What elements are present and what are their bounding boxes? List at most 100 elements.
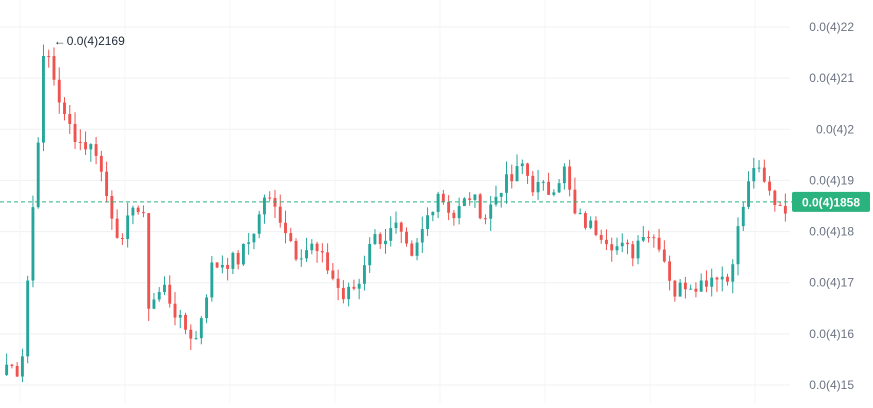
candle-body — [36, 142, 40, 208]
candle-body — [220, 264, 224, 268]
candle — [210, 255, 214, 302]
candle-body — [399, 222, 403, 232]
annotations: ← 0.0(4)2169 — [54, 34, 125, 48]
candle-body — [252, 233, 256, 243]
candle-body — [420, 229, 424, 243]
candle — [36, 137, 40, 209]
candle-body — [373, 234, 377, 244]
candle-body — [747, 181, 750, 207]
candle-body — [520, 163, 524, 167]
candle — [10, 363, 14, 369]
candle-body — [205, 297, 209, 319]
candle — [136, 205, 140, 215]
candle-body — [647, 237, 651, 239]
candle — [689, 284, 693, 290]
candle — [105, 161, 109, 203]
candle-body — [499, 192, 503, 197]
price-tick-label-3: 0.0(4)19 — [809, 173, 854, 187]
candle — [752, 157, 756, 189]
candle-body — [589, 220, 593, 228]
candle — [147, 212, 151, 322]
candle — [284, 210, 287, 244]
candle — [520, 159, 524, 174]
candle — [773, 189, 777, 212]
candle-body — [710, 277, 714, 287]
gridlines — [0, 0, 790, 403]
candle — [783, 193, 787, 222]
candle — [126, 202, 130, 248]
candle-body — [562, 166, 566, 184]
candle-body — [426, 215, 430, 230]
candle — [84, 131, 88, 155]
candle — [310, 239, 314, 255]
candle — [441, 189, 445, 205]
candle — [389, 216, 393, 247]
candle — [378, 232, 382, 249]
candle-body — [278, 206, 282, 223]
candle — [768, 175, 772, 196]
candle — [99, 150, 103, 182]
candle — [78, 129, 82, 151]
candle-body — [141, 212, 145, 214]
candle — [736, 217, 740, 276]
candle — [515, 154, 519, 182]
price-tick-label-5: 0.0(4)17 — [809, 276, 854, 290]
candle — [710, 268, 714, 297]
candle-body — [210, 262, 214, 298]
candle — [552, 189, 556, 197]
price-tick-label-0: 0.0(4)22 — [809, 20, 854, 34]
candle-body — [320, 251, 324, 253]
candle — [73, 112, 77, 149]
candle — [131, 205, 135, 225]
candle-body — [305, 250, 308, 259]
candle-body — [515, 166, 519, 182]
candle-body — [694, 288, 698, 292]
candle — [457, 197, 461, 225]
candle — [605, 229, 608, 251]
candle-body — [552, 192, 556, 195]
candle-body — [605, 239, 608, 245]
candle-body — [63, 102, 66, 115]
candle-body — [673, 280, 677, 297]
candle — [541, 180, 545, 191]
price-tick-label-2: 0.0(4)2 — [816, 122, 854, 136]
candle-body — [473, 194, 477, 200]
candle — [115, 209, 119, 239]
candle — [578, 208, 582, 215]
candle — [741, 201, 745, 232]
candle — [320, 243, 324, 263]
candle-body — [10, 364, 14, 367]
candle — [384, 229, 387, 254]
candle — [141, 205, 145, 218]
price-tick-label-7: 0.0(4)15 — [809, 378, 854, 392]
candle — [468, 192, 472, 206]
candle-body — [636, 240, 640, 259]
candle — [478, 193, 482, 220]
candle-body — [326, 252, 330, 271]
candle-body — [168, 284, 172, 304]
candle-body — [436, 193, 440, 212]
candle-body — [236, 252, 240, 265]
candle-body — [384, 240, 387, 245]
candle — [347, 282, 351, 307]
candle-body — [457, 206, 461, 219]
candle — [662, 240, 666, 263]
candle-body — [299, 258, 303, 260]
candle — [489, 195, 493, 232]
candle-body — [678, 282, 682, 297]
candle — [720, 266, 724, 292]
candle — [668, 255, 672, 291]
candle-body — [194, 338, 198, 340]
candle — [341, 280, 345, 304]
candle — [52, 47, 56, 86]
candle-body — [505, 174, 508, 193]
candle-body — [484, 218, 487, 220]
candle-body — [568, 166, 572, 190]
candle-body — [583, 213, 587, 228]
candle — [673, 279, 677, 302]
candle-body — [631, 244, 635, 259]
candle-body — [699, 280, 703, 292]
candle — [68, 105, 72, 134]
candle-body — [441, 193, 445, 202]
